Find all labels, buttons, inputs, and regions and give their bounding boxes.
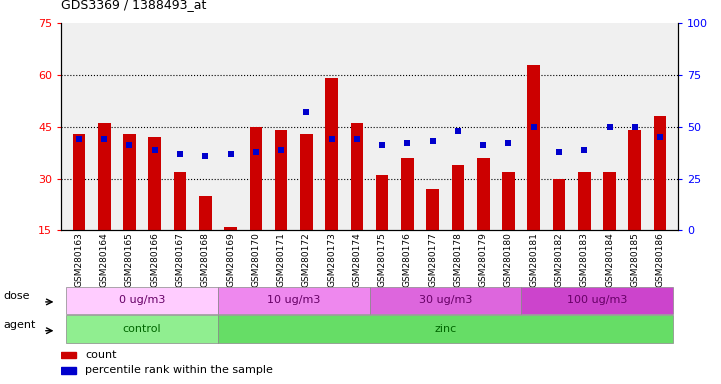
Bar (73, 134, 85, 230)
Bar (149, 137, 161, 230)
Bar (401, 158, 414, 230)
Bar (218, 286, 370, 314)
Point (578, 146, 590, 152)
Bar (275, 130, 288, 230)
Text: 0 ug/m3: 0 ug/m3 (119, 295, 165, 306)
Bar (98, 123, 110, 230)
Point (351, 136, 363, 142)
Text: zinc: zinc (434, 324, 456, 334)
Bar (654, 116, 666, 230)
Bar (61, 367, 76, 374)
Bar (199, 196, 211, 230)
Point (99, 136, 110, 142)
Bar (325, 78, 338, 230)
Bar (376, 175, 389, 230)
Text: count: count (85, 350, 117, 360)
Point (326, 136, 337, 142)
Point (124, 142, 136, 149)
Point (74, 136, 85, 142)
Bar (629, 130, 641, 230)
Point (301, 109, 312, 115)
Point (503, 140, 514, 146)
Bar (553, 179, 565, 230)
Bar (502, 172, 515, 230)
Bar (174, 172, 186, 230)
Text: GDS3369 / 1388493_at: GDS3369 / 1388493_at (61, 0, 207, 12)
Point (654, 134, 665, 140)
Text: 30 ug/m3: 30 ug/m3 (419, 295, 472, 306)
Bar (249, 127, 262, 230)
Bar (61, 352, 76, 358)
Point (629, 124, 640, 130)
Bar (521, 286, 673, 314)
Bar (603, 172, 616, 230)
Text: 100 ug/m3: 100 ug/m3 (567, 295, 627, 306)
Bar (451, 165, 464, 230)
Bar (370, 286, 521, 314)
Point (225, 151, 236, 157)
Point (174, 151, 186, 157)
Bar (300, 134, 313, 230)
Bar (66, 316, 218, 343)
Bar (528, 65, 540, 230)
Point (149, 146, 161, 152)
Bar (224, 227, 237, 230)
Point (553, 149, 565, 155)
Bar (66, 286, 218, 314)
Text: percentile rank within the sample: percentile rank within the sample (85, 366, 273, 376)
Point (427, 138, 438, 144)
Text: agent: agent (3, 320, 35, 330)
Point (603, 124, 615, 130)
Point (200, 153, 211, 159)
Text: dose: dose (3, 291, 30, 301)
Bar (123, 134, 136, 230)
Point (402, 140, 413, 146)
Point (275, 146, 287, 152)
Bar (578, 172, 590, 230)
Bar (350, 123, 363, 230)
Bar (218, 316, 673, 343)
Point (452, 128, 464, 134)
Bar (477, 158, 490, 230)
Point (376, 142, 388, 149)
Text: control: control (123, 324, 162, 334)
Point (477, 142, 489, 149)
Point (528, 124, 539, 130)
Text: 10 ug/m3: 10 ug/m3 (267, 295, 320, 306)
Point (250, 149, 262, 155)
Bar (426, 189, 439, 230)
